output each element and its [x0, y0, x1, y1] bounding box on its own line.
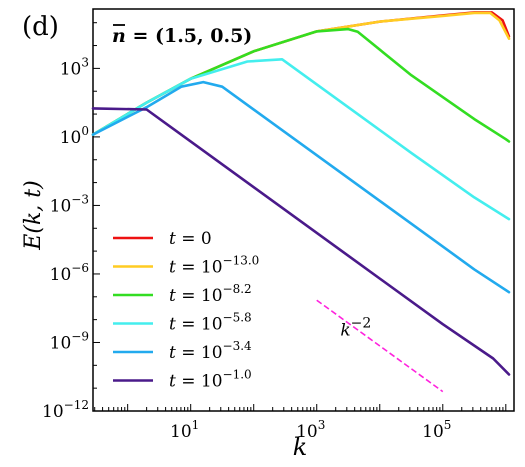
panel-label: (d)	[22, 12, 59, 42]
legend-value: = 10	[176, 286, 223, 306]
y-tick-label: 103	[60, 55, 89, 79]
legend: t = 0t = 10−13.0t = 10−8.2t = 10−5.8t = …	[113, 229, 259, 392]
plot-frame	[92, 8, 515, 412]
legend-var: t	[169, 372, 176, 392]
annotation-group: k−2	[316, 299, 444, 393]
y-tick-label: 10−9	[50, 329, 89, 353]
y-tick-label-base: 10	[50, 196, 72, 216]
chart-title: n = (1.5, 0.5)	[112, 25, 252, 47]
legend-var: t	[169, 286, 176, 306]
x-tick-label: 103	[296, 418, 325, 442]
legend-value: = 0	[176, 229, 212, 249]
legend-var: t	[169, 258, 176, 278]
chart-title-rest: = (1.5, 0.5)	[126, 25, 252, 47]
slope-label-exp: −2	[351, 316, 372, 332]
y-tick-label-exp: −6	[71, 261, 89, 275]
chart-title-symbol: n	[112, 25, 126, 47]
legend-label-4: t = 10−3.4	[169, 339, 252, 363]
y-tick-label-exp: −3	[71, 192, 89, 206]
legend-label-1: t = 10−13.0	[169, 254, 259, 278]
slope-label-base: k	[340, 321, 350, 341]
y-tick-label: 100	[60, 124, 89, 148]
x-tick-label-base: 10	[296, 422, 318, 442]
y-tick-label-base: 10	[50, 265, 72, 285]
x-tick-label-exp: 3	[318, 418, 326, 432]
slope-reference-line	[316, 299, 444, 393]
legend-value: = 10	[176, 315, 223, 335]
legend-var: t	[169, 343, 176, 363]
y-tick-label-base: 10	[50, 333, 72, 353]
y-axis-label: E(k, t)	[21, 180, 46, 250]
y-tick-label-exp: 0	[81, 124, 89, 138]
x-axis-label: k	[293, 433, 308, 461]
y-tick-label: 10−12	[42, 398, 89, 422]
y-tick-label-exp: 3	[81, 55, 89, 69]
x-tick-label-base: 10	[170, 422, 192, 442]
y-tick-label-base: 10	[60, 128, 82, 148]
x-tick-label-exp: 1	[192, 418, 200, 432]
series-group	[91, 11, 511, 376]
series-line-5	[91, 107, 511, 376]
legend-exp: −3.4	[223, 339, 253, 353]
x-tick-label-base: 10	[422, 422, 444, 442]
legend-exp: −13.0	[223, 254, 260, 268]
slope-label: k−2	[340, 316, 371, 341]
legend-label-2: t = 10−8.2	[169, 282, 252, 306]
legend-value: = 10	[176, 372, 223, 392]
x-tick-label-exp: 5	[444, 418, 452, 432]
series-line-3	[91, 58, 511, 221]
legend-label-0: t = 0	[169, 229, 212, 249]
x-tick-label: 105	[422, 418, 451, 442]
y-tick-label-base: 10	[60, 59, 82, 79]
y-tick-label-exp: −9	[71, 329, 89, 343]
series-line-4	[91, 80, 511, 294]
y-tick-label-base: 10	[42, 402, 64, 422]
x-tick-label: 101	[170, 418, 199, 442]
y-tick-label-exp: −12	[64, 398, 89, 412]
legend-value: = 10	[176, 258, 223, 278]
y-tick-label: 10−6	[50, 261, 89, 285]
legend-exp: −8.2	[223, 282, 252, 296]
legend-label-3: t = 10−5.8	[169, 311, 252, 335]
legend-value: = 10	[176, 343, 223, 363]
legend-exp: −1.0	[223, 368, 252, 382]
legend-var: t	[169, 315, 176, 335]
y-tick-label: 10−3	[50, 192, 89, 216]
legend-label-5: t = 10−1.0	[169, 368, 252, 392]
legend-exp: −5.8	[223, 311, 252, 325]
legend-var: t	[169, 229, 176, 249]
